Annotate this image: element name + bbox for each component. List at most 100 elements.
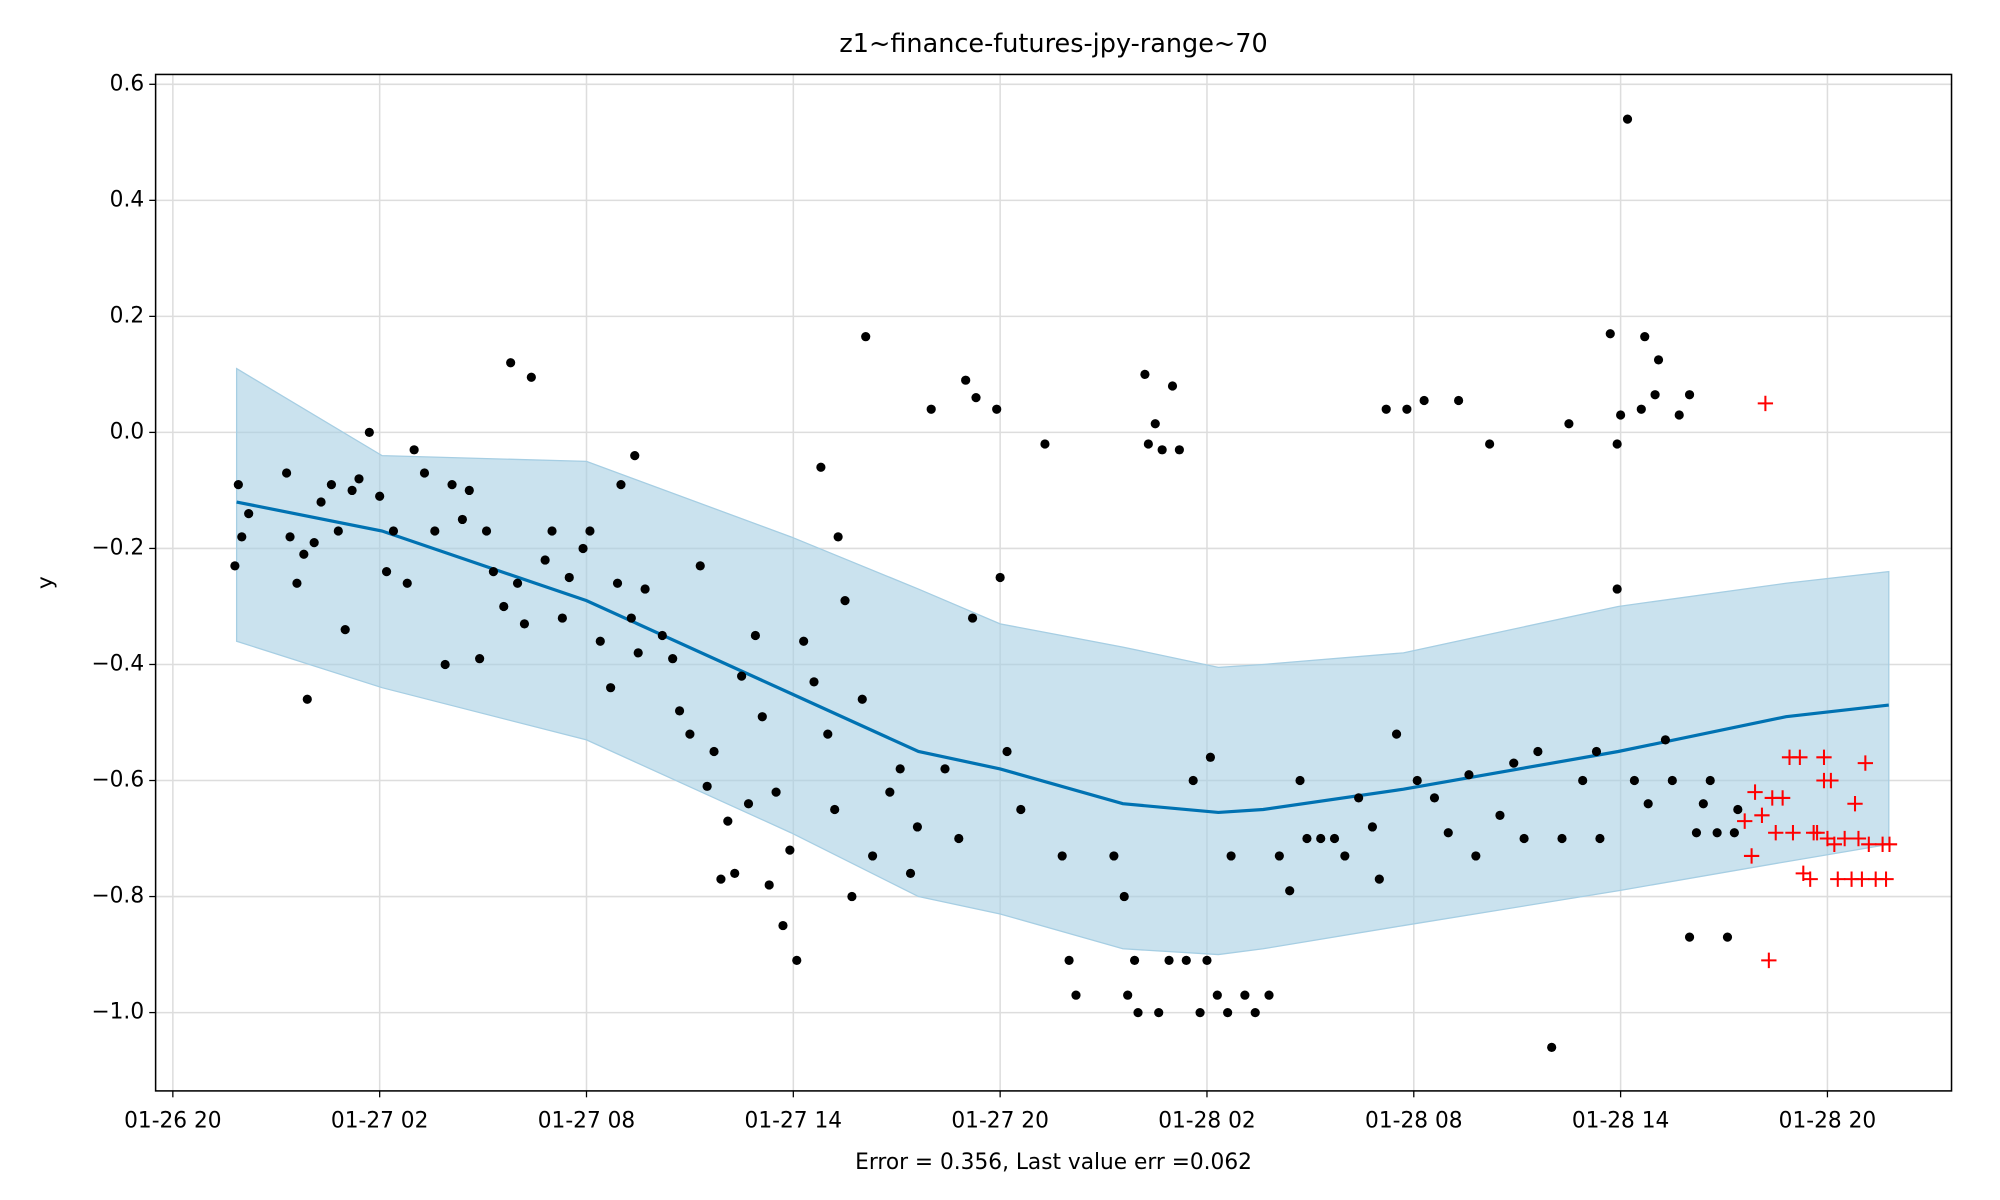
data-point [1202,955,1212,965]
plus-marker [1881,836,1898,853]
data-point [1464,770,1474,780]
plus-marker [1754,807,1770,824]
x-tick-label: 01-28 08 [1365,1109,1462,1134]
data-point [447,480,457,490]
data-point [1705,775,1715,786]
data-point [967,613,978,623]
data-point [1612,584,1622,594]
plot-frame [154,73,1953,1092]
data-point [1495,810,1505,820]
data-point [1733,804,1743,815]
data-point [785,845,795,855]
data-point [375,491,385,501]
data-point [1264,990,1274,1000]
data-point [895,764,905,774]
data-point [1485,439,1495,449]
data-point [971,392,981,403]
data-point [861,332,871,342]
data-point [1419,395,1429,406]
data-point [230,561,240,571]
data-point [1605,329,1615,339]
data-point [1691,828,1702,838]
plus-marker [1757,395,1774,412]
data-point [1722,932,1733,942]
data-point [1340,851,1350,861]
chart-title: z1~finance-futures-jpy-range~70 [839,29,1267,59]
data-point [799,636,809,646]
data-point [364,427,374,438]
data-point [564,572,574,583]
data-point [1223,1007,1233,1018]
data-point [409,445,419,455]
data-point [912,822,923,832]
data-point [1674,410,1684,420]
y-tick-label: 0.6 [110,71,144,96]
plus-marker [1747,784,1763,800]
data-point [778,920,788,931]
data-point [1071,990,1081,1000]
data-point [292,578,302,588]
data-point [764,880,774,890]
data-point [1174,445,1184,455]
x-axis-label: Error = 0.356, Last value err =0.062 [855,1150,1252,1175]
data-point [702,781,712,791]
plus-marker [1878,871,1894,887]
plus-marker [1837,830,1853,847]
data-point [1729,828,1739,838]
data-point [830,804,840,815]
plus-marker [1826,836,1842,853]
data-point [1140,369,1150,380]
data-point [630,450,640,461]
data-point [1285,886,1295,896]
plus-marker [1823,772,1839,789]
data-point [1595,833,1605,844]
data-point [716,874,726,884]
data-point [1133,1007,1143,1018]
plus-marker [1743,848,1760,864]
data-point [1119,891,1129,902]
data-point [1629,775,1639,786]
data-point [1188,775,1198,786]
data-point [1040,439,1050,449]
data-point [674,706,685,716]
data-point [1684,932,1695,942]
data-point [743,799,754,809]
data-point [816,462,826,472]
plus-marker [1830,871,1846,887]
data-point [1164,955,1174,965]
data-point [1109,851,1119,861]
x-tick-label: 01-27 02 [331,1109,428,1134]
data-point [995,572,1005,583]
data-point [354,474,364,484]
data-point [285,532,295,542]
data-point [233,480,243,490]
data-point [1367,822,1378,832]
data-point [1274,851,1284,861]
data-point [1636,404,1646,414]
data-point [1402,404,1412,414]
data-point [1650,390,1660,400]
data-point [1167,381,1178,391]
data-point [992,404,1002,414]
x-tick-label: 01-27 14 [745,1109,842,1134]
data-point [1195,1007,1205,1018]
data-point [1240,990,1250,1000]
plus-marker [1847,796,1863,812]
data-point [757,712,767,722]
y-tick-label: −0.2 [91,535,144,560]
data-point [626,613,636,623]
data-point [750,630,760,641]
data-point [833,532,843,542]
x-tick-label: 01-27 08 [538,1109,635,1134]
data-point [1016,804,1026,815]
data-point [1471,851,1481,861]
data-point [299,549,309,559]
y-tick-label: 0.2 [110,303,144,328]
data-point [823,729,833,739]
data-point [612,578,623,588]
plus-marker [1857,755,1874,771]
data-point [1157,445,1167,455]
data-point [668,654,678,664]
plus-marker [1785,825,1801,841]
